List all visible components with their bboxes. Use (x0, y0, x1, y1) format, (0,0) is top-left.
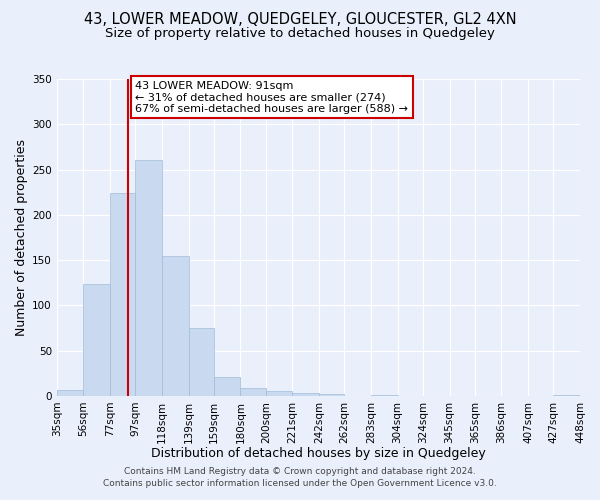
Bar (136, 160, 162, 396)
Bar (162, 256, 188, 396)
Bar (553, 395, 580, 396)
Bar (188, 328, 214, 396)
Bar (292, 393, 319, 396)
X-axis label: Distribution of detached houses by size in Quedgeley: Distribution of detached houses by size … (151, 447, 486, 460)
Text: Size of property relative to detached houses in Quedgeley: Size of property relative to detached ho… (105, 28, 495, 40)
Bar (83, 284, 110, 396)
Bar (57, 390, 83, 396)
Text: 43 LOWER MEADOW: 91sqm
← 31% of detached houses are smaller (274)
67% of semi-de: 43 LOWER MEADOW: 91sqm ← 31% of detached… (136, 81, 409, 114)
Bar (266, 392, 292, 396)
Text: Contains HM Land Registry data © Crown copyright and database right 2024.
Contai: Contains HM Land Registry data © Crown c… (103, 466, 497, 487)
Text: 43, LOWER MEADOW, QUEDGELEY, GLOUCESTER, GL2 4XN: 43, LOWER MEADOW, QUEDGELEY, GLOUCESTER,… (83, 12, 517, 28)
Bar (371, 395, 398, 396)
Bar (214, 377, 241, 396)
Y-axis label: Number of detached properties: Number of detached properties (15, 139, 28, 336)
Bar (110, 193, 136, 396)
Bar (241, 388, 266, 396)
Bar (319, 394, 344, 396)
